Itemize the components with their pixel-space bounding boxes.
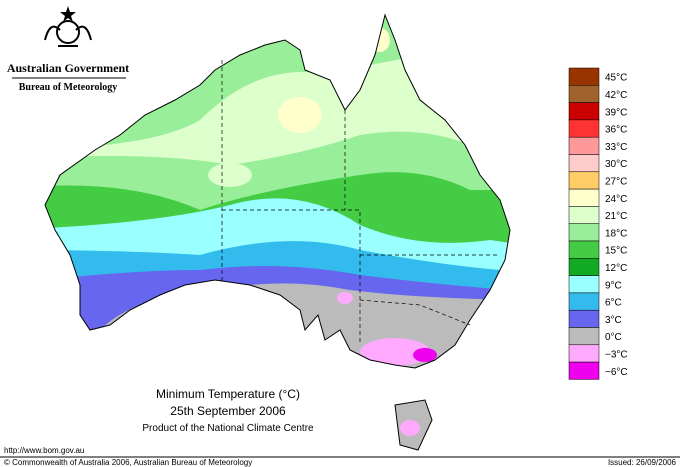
map-title: Minimum Temperature (°C) — [156, 387, 300, 401]
product: Product of the National Climate Centre — [142, 423, 314, 434]
legend-swatch — [568, 240, 600, 259]
legend-swatch — [568, 327, 600, 346]
legend-swatch — [568, 275, 600, 294]
legend-label: −6°C — [605, 367, 628, 378]
legend-label: 24°C — [605, 194, 627, 205]
issued: Issued: 26/09/2006 — [608, 458, 677, 467]
legend-label: 39°C — [605, 107, 627, 118]
legend-label: 6°C — [605, 298, 622, 309]
bureau: Bureau of Meteorology — [19, 82, 118, 93]
legend-label: 30°C — [605, 159, 627, 170]
legend-swatch — [568, 292, 600, 311]
legend-swatch — [568, 223, 600, 242]
legend-label: −3°C — [605, 349, 628, 360]
legend-swatch — [568, 258, 600, 276]
crest — [44, 6, 92, 47]
state-borders — [221, 60, 500, 345]
agency: Australian Government — [7, 61, 129, 75]
legend-label: 21°C — [605, 211, 627, 222]
copyright: © Commonwealth of Australia 2006, Austra… — [4, 458, 252, 467]
legend-swatch — [568, 136, 600, 155]
legend-label: 9°C — [605, 280, 622, 291]
legend-swatch — [568, 119, 600, 138]
legend-label: 15°C — [605, 246, 627, 257]
legend-label: 36°C — [605, 125, 627, 136]
legend-label: 3°C — [605, 315, 622, 326]
url[interactable]: http://www.bom.gov.au — [4, 446, 84, 455]
legend-swatch — [568, 85, 600, 103]
legend-label: 33°C — [605, 142, 627, 153]
legend-swatch — [568, 171, 600, 190]
legend-label: 0°C — [605, 332, 622, 343]
legend-label: 42°C — [605, 90, 627, 101]
map-date: 25th September 2006 — [170, 404, 286, 418]
legend-swatch — [568, 206, 600, 224]
legend-swatch — [568, 309, 600, 328]
legend-swatch — [568, 188, 600, 207]
legend-swatch — [568, 102, 600, 121]
legend-swatch — [568, 361, 600, 380]
legend-label: 27°C — [605, 176, 627, 187]
legend-label: 12°C — [605, 263, 627, 274]
legend-swatch — [568, 154, 600, 173]
legend-label: 18°C — [605, 228, 627, 239]
legend-swatch — [568, 67, 600, 86]
coastline — [44, 13, 511, 451]
legend-label: 45°C — [605, 73, 627, 84]
legend-swatch — [568, 344, 600, 363]
legend: 45°C 42°C 39°C 36°C 33°C 30°C 27°C 24°C 21°C 18°C… — [568, 67, 628, 380]
